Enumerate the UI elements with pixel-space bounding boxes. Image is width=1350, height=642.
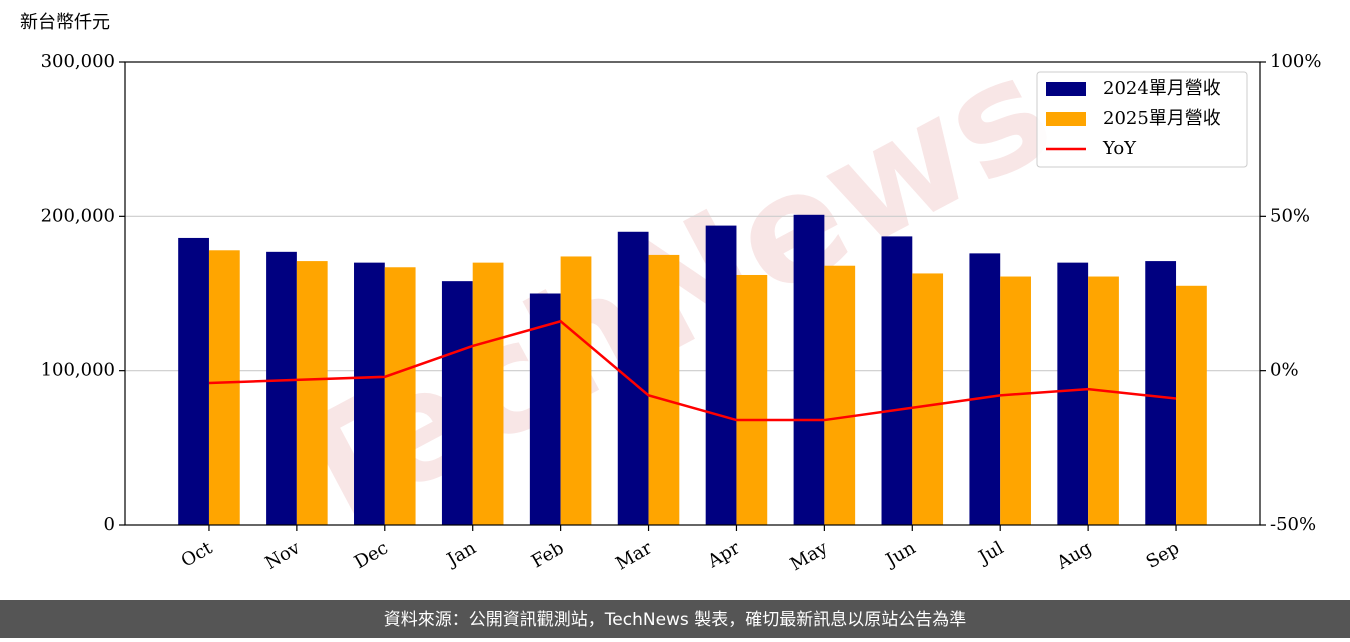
bar — [384, 267, 416, 525]
y-tick-label: 100,000 — [41, 360, 115, 381]
x-tick-label: Oct — [178, 537, 217, 572]
bar — [793, 214, 825, 526]
x-tick-label: May — [787, 537, 832, 575]
bar — [1176, 285, 1207, 525]
legend-label: 2024單月營收 — [1103, 78, 1221, 99]
bar — [178, 237, 209, 525]
bar — [705, 225, 737, 526]
y-tick-label: 200,000 — [41, 205, 115, 226]
legend-label: YoY — [1102, 138, 1137, 159]
x-tick-label: Jun — [881, 537, 920, 572]
bar — [354, 262, 385, 525]
plot-frame — [124, 61, 1261, 526]
x-tick-label: Aug — [1052, 537, 1095, 574]
y2-tick-label: 100% — [1270, 51, 1321, 72]
bar — [824, 265, 856, 525]
x-tick-label: Sep — [1143, 537, 1183, 572]
line — [208, 319, 1177, 422]
bar — [529, 293, 561, 525]
bar — [881, 236, 913, 525]
bar — [617, 231, 649, 525]
x-tick-label: Apr — [703, 537, 743, 572]
footer-text: 資料來源：公開資訊觀測站，TechNews 製表，確切最新訊息以原站公告為準 — [384, 610, 966, 630]
bar — [208, 250, 240, 525]
bar — [1000, 276, 1031, 525]
x-tick-label: Jul — [974, 537, 1008, 569]
legend-label: 2025單月營收 — [1103, 108, 1221, 129]
x-tick-label: Jan — [442, 537, 480, 571]
bar — [266, 251, 297, 525]
bar — [912, 273, 944, 525]
x-tick-label: Nov — [262, 537, 305, 574]
bar — [969, 253, 1001, 525]
footer-bar — [0, 600, 1350, 638]
bar — [736, 274, 768, 525]
bar — [648, 254, 680, 525]
y2-tick-label: 0% — [1270, 360, 1299, 381]
legend-swatch — [1046, 112, 1086, 126]
bar — [1057, 262, 1089, 525]
y2-tick-label: -50% — [1270, 514, 1316, 535]
bar — [1088, 276, 1119, 525]
y2-tick-label: 50% — [1270, 205, 1310, 226]
y-tick-label: 300,000 — [41, 51, 115, 72]
x-tick-label: Mar — [612, 537, 656, 574]
legend-box — [1036, 71, 1248, 168]
bar — [472, 262, 504, 525]
x-tick-label: Feb — [528, 537, 568, 572]
bar — [296, 261, 328, 525]
unit-label: 新台幣仟元 — [20, 12, 110, 33]
bar — [441, 281, 473, 525]
legend-swatch — [1046, 82, 1086, 96]
y-tick-label: 0 — [104, 514, 115, 535]
bar — [1145, 261, 1177, 525]
bar — [560, 256, 592, 525]
